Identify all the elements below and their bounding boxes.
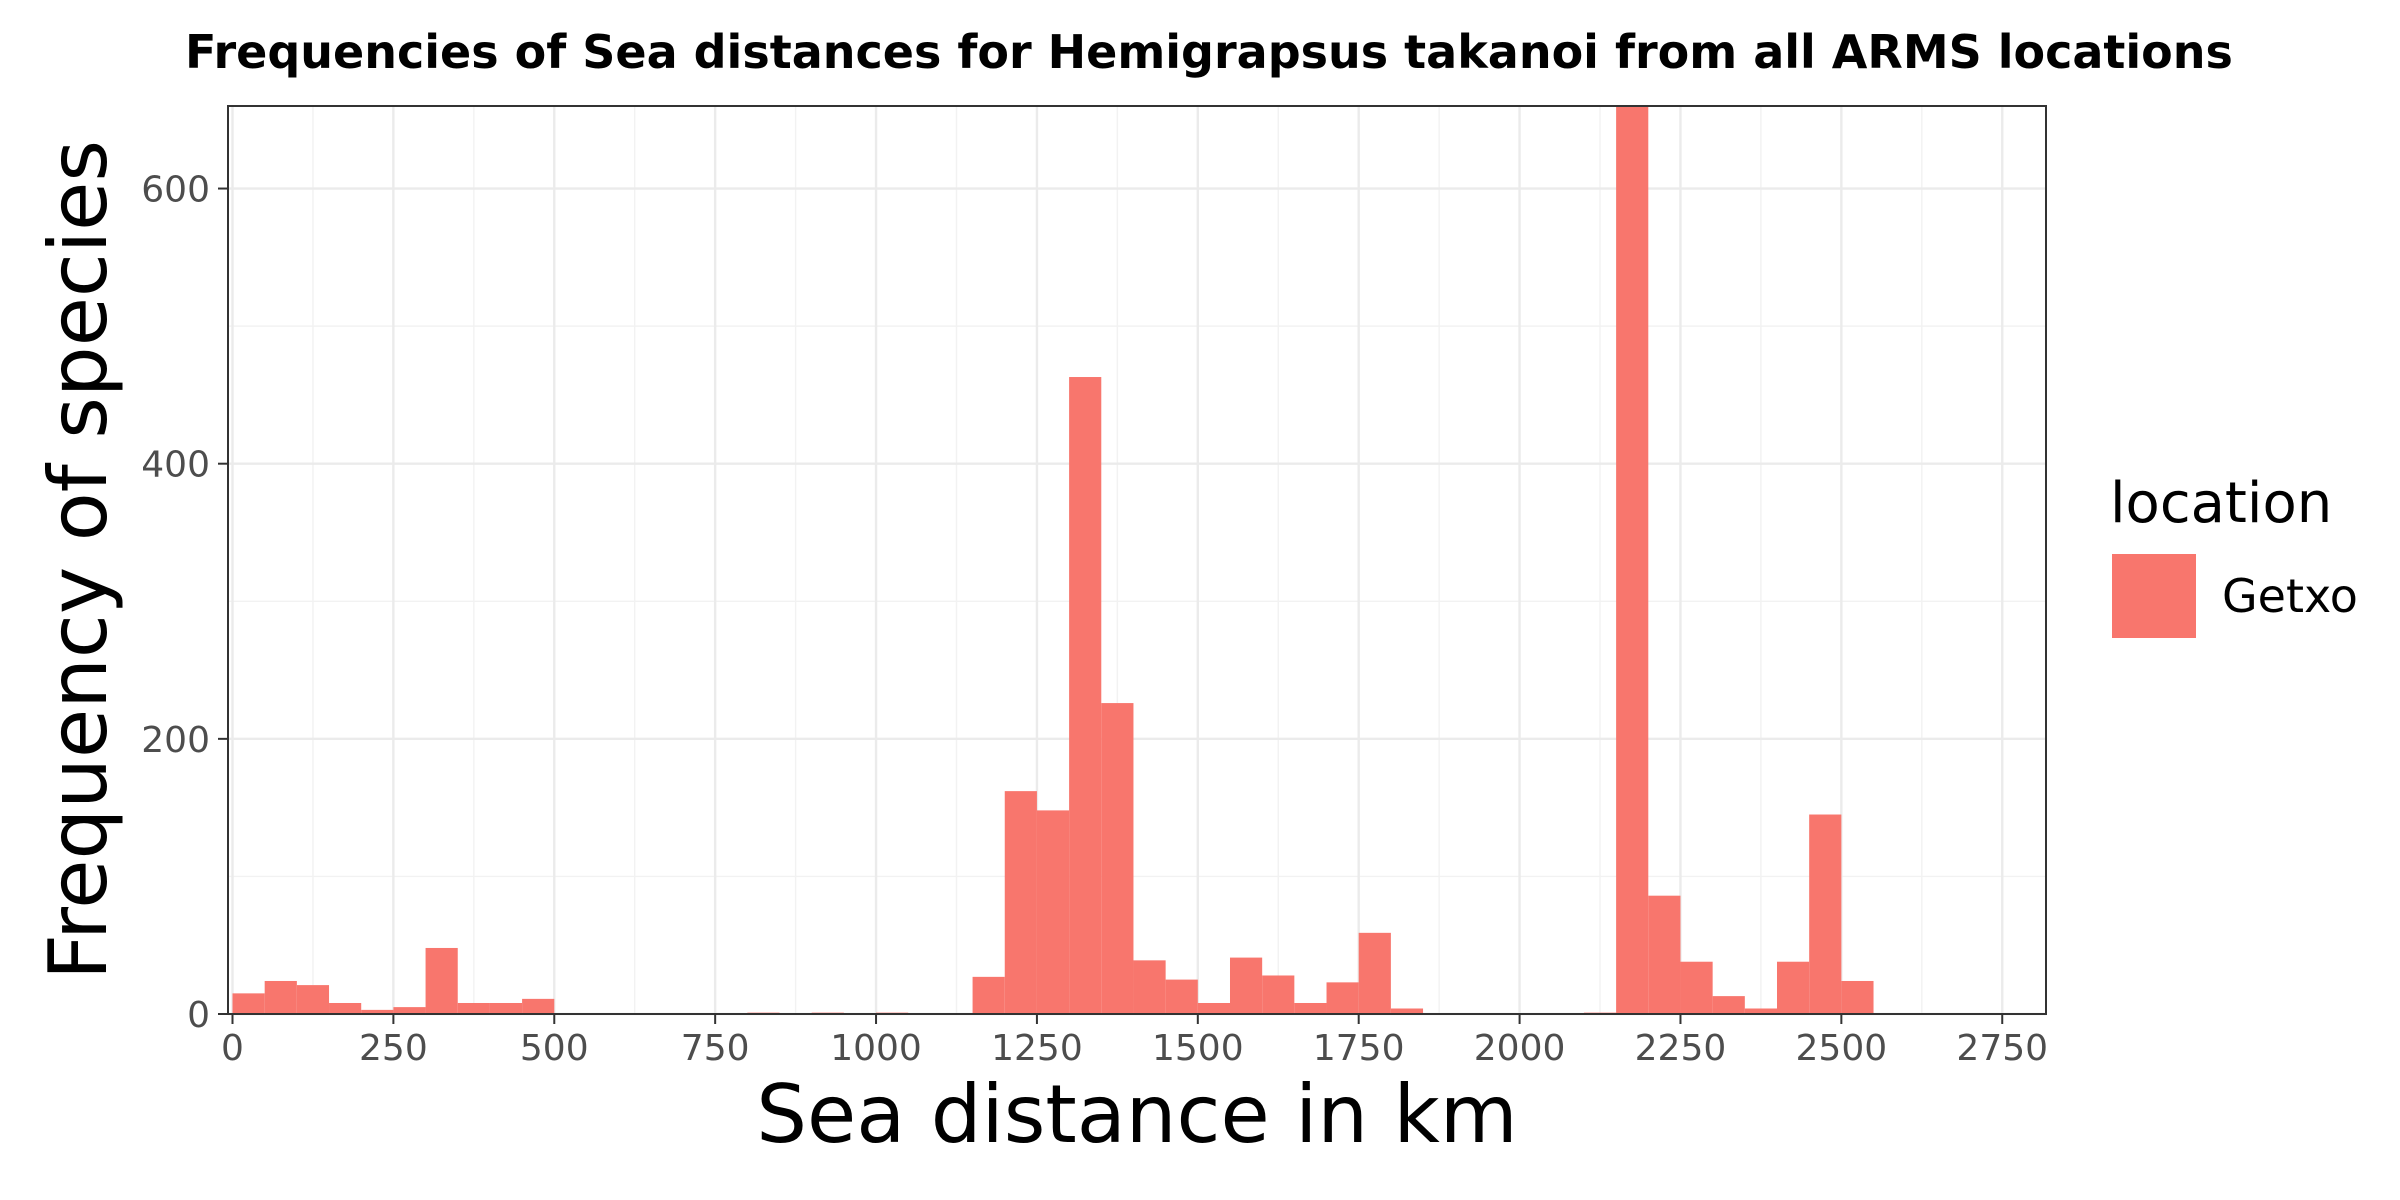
histogram-bar [1777,961,1810,1014]
histogram-bar [1229,957,1263,1014]
histogram-bar [522,998,555,1014]
legend-label-getxo: Getxo [2222,569,2358,623]
histogram-bar [1165,979,1198,1014]
histogram-bar [1744,1008,1778,1014]
x-tick-label: 1000 [830,1028,922,1069]
histogram-bar [1358,932,1391,1014]
histogram-bar [264,980,297,1014]
x-tick-label: 1750 [1313,1028,1405,1069]
x-tick-label: 0 [221,1028,244,1069]
histogram-bar [1680,961,1713,1014]
legend-title: location [2110,471,2332,536]
histogram-bar [296,985,330,1014]
histogram-bar [1069,377,1102,1014]
y-tick-label: 0 [187,995,210,1036]
x-tick-label: 500 [520,1028,589,1069]
histogram-bar [1616,106,1649,1014]
plot-panel [228,106,2046,1014]
grid-minor [228,106,2046,1014]
histogram-bar [1004,791,1037,1014]
x-axis-title: Sea distance in km [756,1068,1517,1161]
x-tick-label: 2000 [1474,1028,1566,1069]
histogram-bar [489,1002,523,1014]
histogram-bar [361,1009,394,1014]
legend-key-getxo [2112,554,2196,638]
histogram-bar [425,947,458,1014]
x-tick-label: 750 [681,1028,750,1069]
histogram-bar [1712,996,1745,1014]
y-axis-title: Frequency of species [32,140,125,980]
legend: location Getxo [2110,471,2358,638]
histogram-bar [1841,980,1874,1014]
y-axis-ticks: 0 200 400 600 [141,170,228,1036]
histogram-bar [1326,982,1359,1014]
histogram-bar [972,976,1005,1014]
y-tick-label: 600 [141,170,210,211]
x-tick-label: 2750 [1956,1028,2048,1069]
histogram-bar [1648,895,1681,1014]
histogram-bar [393,1007,426,1014]
x-tick-label: 2250 [1635,1028,1727,1069]
plot-border [227,105,2047,1015]
histogram-bar [1036,810,1070,1014]
x-axis-ticks: 0 250 500 750 1000 1250 1500 1750 2000 2250 2500 27… [221,1014,2048,1069]
histogram-bar [1262,975,1295,1014]
x-tick-label: 250 [359,1028,428,1069]
histogram-bar [1809,814,1842,1014]
y-tick-label: 200 [141,720,210,761]
histogram-bar [1133,960,1166,1014]
y-tick-label: 400 [141,445,210,486]
histogram-bar [329,1002,362,1014]
x-tick-label: 1500 [1152,1028,1244,1069]
histogram-bar [1101,703,1134,1014]
x-tick-label: 2500 [1796,1028,1888,1069]
histogram-bar [1197,1002,1230,1014]
histogram-bar [1390,1008,1424,1014]
chart-title: Frequencies of Sea distances for Hemigra… [185,25,2233,79]
histogram-bar [232,993,265,1014]
x-tick-label: 1250 [991,1028,1083,1069]
histogram-bars [232,106,1874,1014]
histogram-bar [1294,1002,1327,1014]
histogram-bar [457,1002,490,1014]
